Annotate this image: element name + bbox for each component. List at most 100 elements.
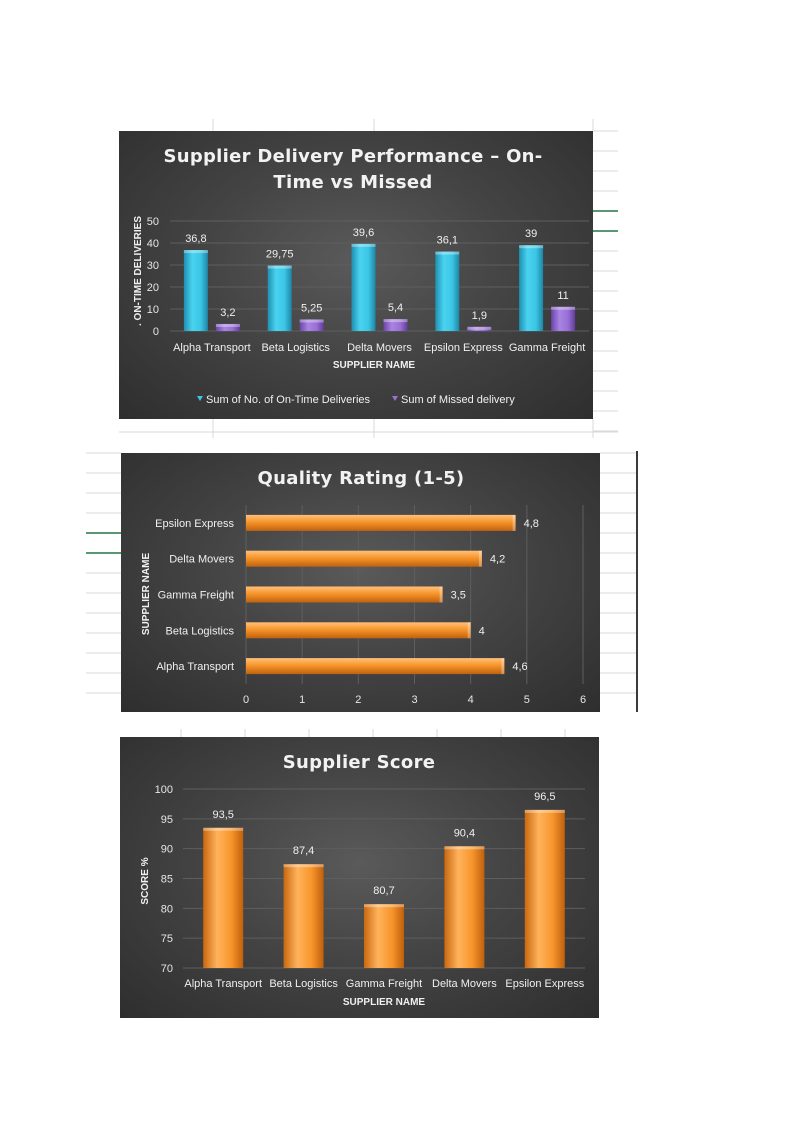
bar-ontime (351, 243, 376, 331)
bar-top-highlight (467, 326, 492, 330)
x-tick-labels: 0 1 2 3 4 5 6 (243, 694, 586, 706)
bar-end-highlight (439, 586, 443, 603)
category-label: Alpha Transport (173, 342, 251, 354)
bar-top-highlight (215, 323, 240, 327)
category-label: Gamma Freight (158, 590, 234, 602)
x-tick-label: 2 (355, 694, 361, 706)
bar-top-highlight (519, 245, 544, 249)
legend-label-missed: Sum of Missed delivery (401, 394, 515, 406)
y-tick-label: 0 (153, 326, 159, 338)
data-label: 36,1 (437, 235, 458, 247)
data-label: 87,4 (293, 845, 314, 857)
y-axis-title: SUPPLIER NAME (141, 553, 152, 636)
bar (246, 658, 505, 675)
y-tick-label: 95 (161, 814, 173, 826)
quality-rating-svg: Quality Rating (1-5) 4,8 4,2 3,5 4 4,6 Epsil… (141, 468, 586, 706)
bar-missed (299, 319, 324, 331)
supplier-score-svg: Supplier Score 70 75 80 85 90 95 100 93,5 87,4 8… (140, 752, 585, 1008)
bar-ontime (435, 251, 460, 331)
data-label: 3,2 (220, 307, 235, 319)
y-tick-label: 40 (147, 238, 159, 250)
category-label: Delta Movers (432, 978, 497, 990)
bar (246, 586, 443, 603)
category-label: Beta Logistics (269, 978, 338, 990)
y-tick-label: 30 (147, 260, 159, 272)
data-label: 4,6 (512, 661, 527, 673)
x-tick-label: 6 (580, 694, 586, 706)
quality-rating-chart[interactable]: Quality Rating (1-5) 4,8 4,2 3,5 4 4,6 Epsil… (121, 453, 600, 712)
data-label: 90,4 (454, 827, 475, 839)
bar-top-highlight (267, 265, 292, 269)
bar-top-highlight (364, 904, 404, 908)
data-label: 4,2 (490, 554, 505, 566)
bar (524, 809, 565, 968)
legend: Sum of No. of On-Time Deliveries Sum of … (197, 394, 515, 406)
category-labels: Alpha Transport Beta Logistics Gamma Freig… (184, 978, 584, 990)
data-label: 1,9 (472, 310, 487, 322)
bars (203, 809, 565, 968)
y-tick-labels: 0 10 20 30 40 50 (147, 216, 159, 338)
data-labels: 4,8 4,2 3,5 4 4,6 (451, 518, 539, 673)
bars (246, 514, 516, 675)
x-tick-label: 4 (468, 694, 474, 706)
chart-title: Quality Rating (1-5) (258, 468, 465, 489)
y-tick-label: 50 (147, 216, 159, 228)
x-tick-label: 3 (411, 694, 417, 706)
bar-top-highlight (351, 243, 376, 247)
category-label: Delta Movers (169, 554, 234, 566)
y-tick-label: 85 (161, 874, 173, 886)
x-tick-label: 1 (299, 694, 305, 706)
category-label: Gamma Freight (509, 342, 585, 354)
bar-ontime (519, 245, 544, 331)
data-label: 39 (525, 228, 537, 240)
data-label: 96,5 (534, 791, 555, 803)
bar-top-highlight (444, 846, 485, 850)
bar-top-highlight (183, 250, 208, 254)
data-labels: 93,5 87,4 80,7 90,4 96,5 (212, 791, 555, 897)
y-axis-title: SCORE % (140, 857, 151, 904)
category-label: Epsilon Express (155, 518, 234, 530)
supplier-score-chart[interactable]: Supplier Score 70 75 80 85 90 95 100 93,5 87,4 8… (120, 737, 599, 1018)
data-labels: 36,8 3,2 29,75 5,25 39,6 5,4 36,1 1,9 39 11 (185, 227, 569, 322)
category-label: Delta Movers (347, 342, 412, 354)
data-label: 5,25 (301, 302, 322, 314)
data-label: 93,5 (212, 809, 233, 821)
bar-top-highlight (283, 864, 324, 868)
data-label: 5,4 (388, 302, 403, 314)
bars (183, 243, 576, 331)
bar (246, 622, 471, 639)
bar-top-highlight (203, 827, 244, 831)
category-label: Alpha Transport (156, 661, 234, 673)
bar-ontime (183, 250, 208, 331)
category-label: Alpha Transport (184, 978, 262, 990)
bar (246, 514, 516, 531)
data-label: 4,8 (524, 518, 539, 530)
bar-missed (215, 323, 240, 331)
data-label: 3,5 (451, 590, 466, 602)
data-label: 80,7 (373, 885, 394, 897)
data-label: 4 (479, 625, 485, 637)
data-label: 29,75 (266, 249, 294, 261)
bar-top-highlight (551, 306, 576, 310)
chart-title-line-2: Time vs Missed (273, 172, 432, 193)
bar-missed (551, 306, 576, 331)
bar-end-highlight (478, 550, 482, 567)
bar (246, 550, 482, 567)
chart-title: Supplier Score (283, 752, 436, 773)
bar (203, 827, 244, 968)
y-tick-label: 75 (161, 933, 173, 945)
y-tick-label: 80 (161, 903, 173, 915)
bar-missed (467, 326, 492, 331)
bar-top-highlight (524, 809, 565, 813)
category-labels: Alpha Transport Beta Logistics Delta Mover… (173, 342, 585, 354)
y-tick-labels: 70 75 80 85 90 95 100 (155, 784, 173, 975)
legend-swatch-ontime (197, 396, 203, 401)
category-label: Epsilon Express (505, 978, 584, 990)
x-tick-label: 5 (524, 694, 530, 706)
legend-label-ontime: Sum of No. of On-Time Deliveries (206, 394, 371, 406)
y-tick-label: 100 (155, 784, 173, 796)
bar-end-highlight (467, 622, 471, 639)
bar-top-highlight (435, 251, 460, 255)
delivery-performance-chart[interactable]: Supplier Delivery Performance – On- Time… (119, 131, 593, 419)
bar (364, 904, 404, 968)
